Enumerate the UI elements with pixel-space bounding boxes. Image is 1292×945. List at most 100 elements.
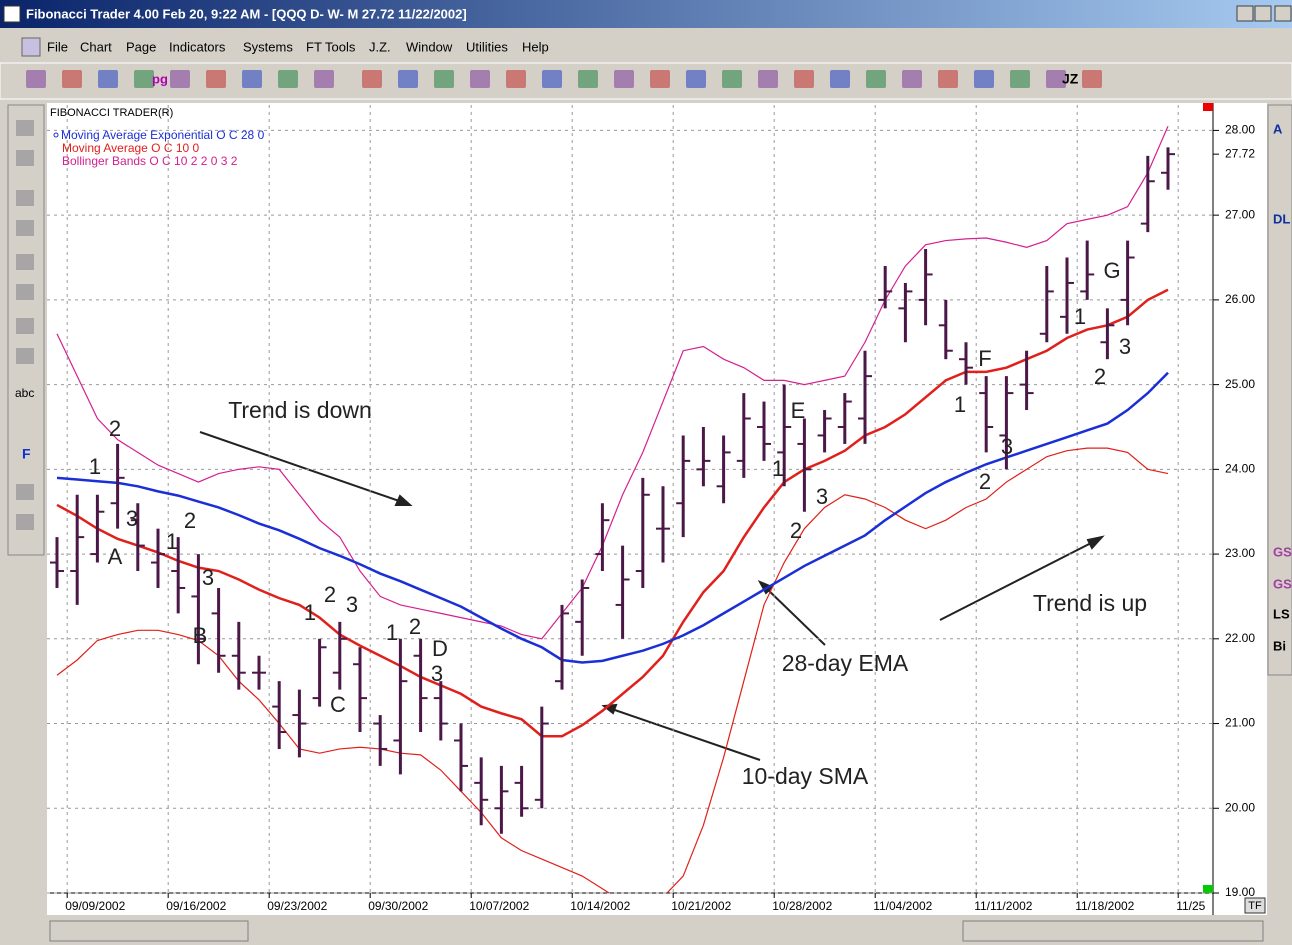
menu-item[interactable]: J.Z. xyxy=(369,39,391,54)
tool-button[interactable] xyxy=(686,70,706,88)
close-button[interactable] xyxy=(1274,5,1292,22)
tf-button[interactable] xyxy=(1244,897,1266,914)
tool-text: Bi xyxy=(1273,638,1286,653)
tool-text: abc xyxy=(15,386,34,400)
toolbar-icons xyxy=(26,70,1102,88)
tool-button xyxy=(16,150,34,166)
tool-button[interactable] xyxy=(362,70,382,88)
x-tick-label: 09/09/2002 xyxy=(65,899,125,913)
x-tick-label: 10/07/2002 xyxy=(469,899,529,913)
tool-button[interactable] xyxy=(242,70,262,88)
tf-label[interactable]: TF xyxy=(1248,900,1262,912)
tool-button xyxy=(16,220,34,236)
legend-marker xyxy=(53,132,59,138)
tool-button[interactable] xyxy=(722,70,742,88)
tool-button xyxy=(16,514,34,530)
y-tick-label: 25.00 xyxy=(1225,377,1255,391)
x-tick-label: 11/18/2002 xyxy=(1075,899,1134,913)
annotation: D xyxy=(432,636,448,661)
annotation: 3 xyxy=(1001,434,1013,459)
tool-button[interactable] xyxy=(542,70,562,88)
annotation: 3 xyxy=(126,506,138,531)
menu-item[interactable]: Page xyxy=(126,39,156,54)
annotation: 10-day SMA xyxy=(742,763,869,789)
menu-item[interactable]: Utilities xyxy=(466,39,508,54)
tool-button[interactable] xyxy=(206,70,226,88)
tool-button[interactable] xyxy=(26,70,46,88)
menu-item[interactable]: Systems xyxy=(243,39,293,54)
annotation: C xyxy=(330,692,346,717)
menu-item[interactable]: File xyxy=(47,39,68,54)
last-price-label: 27.72 xyxy=(1225,146,1255,160)
arrowhead xyxy=(1086,535,1105,550)
price-axis xyxy=(1213,103,1267,915)
tool-button[interactable] xyxy=(1010,70,1030,88)
menu-item[interactable]: Window xyxy=(406,39,453,54)
tool-button xyxy=(16,318,34,334)
y-tick-label: 22.00 xyxy=(1225,631,1255,645)
annotation-arrows xyxy=(199,431,1105,761)
tool-button[interactable] xyxy=(278,70,298,88)
window-controls[interactable] xyxy=(1236,5,1292,22)
tool-button[interactable] xyxy=(398,70,418,88)
menu-item[interactable]: FT Tools xyxy=(306,39,356,54)
y-tick-label: 27.00 xyxy=(1225,207,1255,221)
tool-button[interactable] xyxy=(506,70,526,88)
annotation: 2 xyxy=(184,508,196,533)
date-axis xyxy=(47,893,1213,915)
annotation: 1 xyxy=(1074,304,1086,329)
arrow xyxy=(608,707,761,761)
x-tick-label: 10/21/2002 xyxy=(671,899,731,913)
tool-text: F xyxy=(22,446,31,462)
tool-button[interactable] xyxy=(578,70,598,88)
y-tick-label: 24.00 xyxy=(1225,462,1255,476)
tool-button[interactable] xyxy=(314,70,334,88)
annotation: Trend is up xyxy=(1033,590,1147,616)
x-tick-label: 11/11/2002 xyxy=(974,899,1033,913)
tool-button[interactable] xyxy=(830,70,850,88)
tool-button[interactable] xyxy=(614,70,634,88)
tool-text: JZ xyxy=(1062,71,1079,87)
doc-icon xyxy=(21,37,41,57)
tool-button[interactable] xyxy=(1046,70,1066,88)
ema-line xyxy=(56,371,1169,664)
title-bar xyxy=(0,0,1292,28)
tool-button[interactable] xyxy=(938,70,958,88)
annotation: 3 xyxy=(1119,334,1131,359)
tool-button[interactable] xyxy=(758,70,778,88)
y-tick-label: 23.00 xyxy=(1225,546,1255,560)
menu-item[interactable]: Chart xyxy=(80,39,112,54)
plot-layer xyxy=(50,125,1175,893)
tool-button[interactable] xyxy=(866,70,886,88)
tool-button[interactable] xyxy=(170,70,190,88)
tool-button[interactable] xyxy=(134,70,154,88)
annotation: 3 xyxy=(431,661,443,686)
tool-button[interactable] xyxy=(470,70,490,88)
left-toolbar xyxy=(7,104,45,556)
arrowhead xyxy=(394,494,413,506)
tool-button[interactable] xyxy=(974,70,994,88)
maximize-button[interactable] xyxy=(1254,5,1272,22)
tool-button[interactable] xyxy=(1082,70,1102,88)
tool-button[interactable] xyxy=(794,70,814,88)
menu-item[interactable]: Indicators xyxy=(169,39,226,54)
tool-button xyxy=(16,190,34,206)
tool-button[interactable] xyxy=(98,70,118,88)
status-bar xyxy=(0,917,1292,945)
plot-area xyxy=(47,103,1213,893)
tool-button[interactable] xyxy=(650,70,670,88)
menu-item[interactable]: Help xyxy=(522,39,549,54)
y-tick-label: 19.00 xyxy=(1225,885,1255,899)
tool-button[interactable] xyxy=(902,70,922,88)
x-tick-label: 10/28/2002 xyxy=(772,899,832,913)
tool-button[interactable] xyxy=(434,70,454,88)
annotation: Trend is down xyxy=(228,397,372,423)
annotation: 1 xyxy=(386,620,398,645)
annotation: 1 xyxy=(89,454,101,479)
tool-button[interactable] xyxy=(62,70,82,88)
y-tick-label: 26.00 xyxy=(1225,292,1255,306)
corner-marker xyxy=(1203,103,1213,111)
minimize-button[interactable] xyxy=(1236,5,1254,22)
annotation: 3 xyxy=(816,484,828,509)
